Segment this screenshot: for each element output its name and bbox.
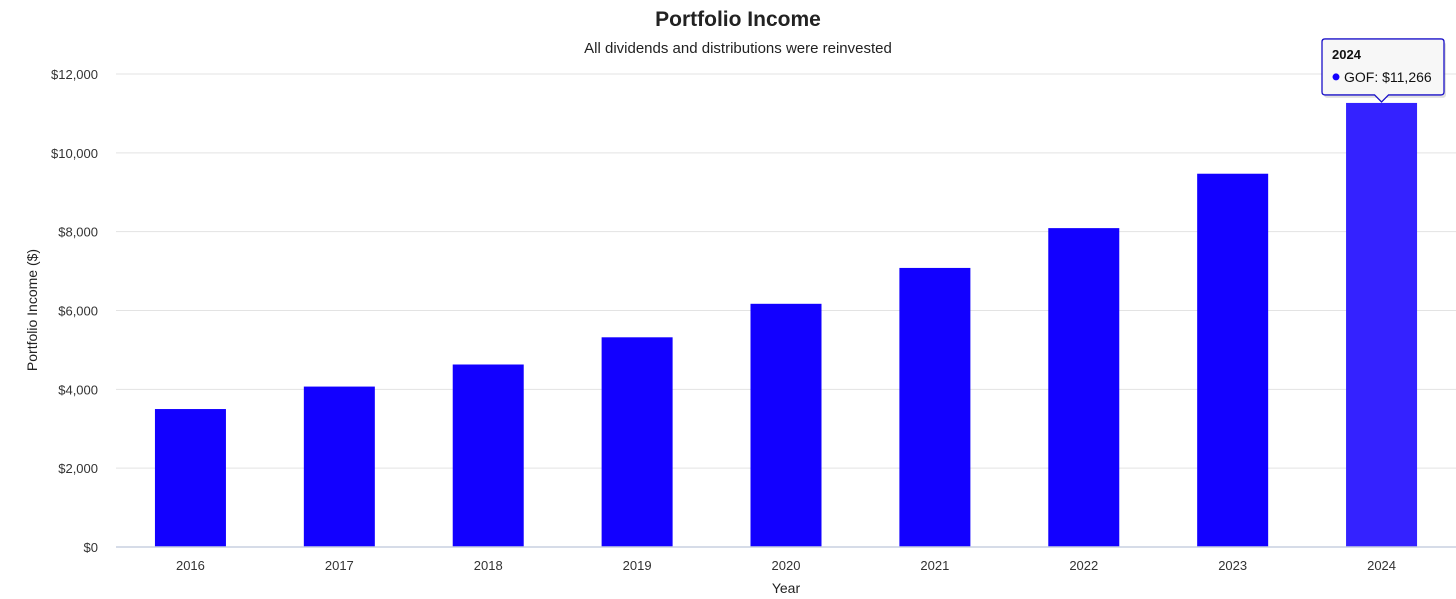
x-tick-label: 2018 xyxy=(474,558,503,573)
bar-2023[interactable] xyxy=(1197,173,1269,547)
y-tick-label: $10,000 xyxy=(51,146,98,161)
y-axis-title: Portfolio Income ($) xyxy=(24,249,40,371)
bar-2022[interactable] xyxy=(1048,228,1120,547)
bar-2019[interactable] xyxy=(601,337,673,547)
y-tick-label: $0 xyxy=(84,540,98,555)
y-tick-label: $2,000 xyxy=(58,461,98,476)
bar-2017[interactable] xyxy=(303,386,375,547)
tooltip: 2024 GOF: $11,266 xyxy=(1321,38,1446,103)
x-tick-label: 2024 xyxy=(1367,558,1396,573)
y-tick-label: $12,000 xyxy=(51,67,98,82)
bar-2024[interactable] xyxy=(1346,102,1418,548)
y-axis-ticks: $0 $2,000 $4,000 $6,000 $8,000 $10,000 $12,000 xyxy=(51,67,98,555)
bar-2018[interactable] xyxy=(452,364,524,547)
x-tick-label: 2021 xyxy=(920,558,949,573)
y-tick-label: $4,000 xyxy=(58,382,98,397)
x-tick-label: 2017 xyxy=(325,558,354,573)
x-tick-label: 2022 xyxy=(1069,558,1098,573)
tooltip-series-marker xyxy=(1332,73,1340,81)
x-tick-label: 2023 xyxy=(1218,558,1247,573)
bar-2021[interactable] xyxy=(899,267,971,547)
bar-2016[interactable] xyxy=(154,409,226,547)
y-tick-label: $8,000 xyxy=(58,225,98,240)
bars xyxy=(154,102,1418,548)
tooltip-box xyxy=(1321,38,1445,103)
x-tick-label: 2019 xyxy=(623,558,652,573)
x-tick-label: 2020 xyxy=(772,558,801,573)
x-axis-ticks: 2016 2017 2018 2019 2020 2021 2022 2023 2024 xyxy=(176,558,1396,573)
chart-title: Portfolio Income xyxy=(655,8,821,31)
x-tick-label: 2016 xyxy=(176,558,205,573)
tooltip-header: 2024 xyxy=(1332,47,1362,62)
chart-subtitle: All dividends and distributions were rei… xyxy=(584,40,892,57)
y-tick-label: $6,000 xyxy=(58,304,98,319)
x-axis-title: Year xyxy=(772,580,801,596)
bar-2020[interactable] xyxy=(750,303,822,547)
tooltip-value: GOF: $11,266 xyxy=(1344,69,1432,85)
